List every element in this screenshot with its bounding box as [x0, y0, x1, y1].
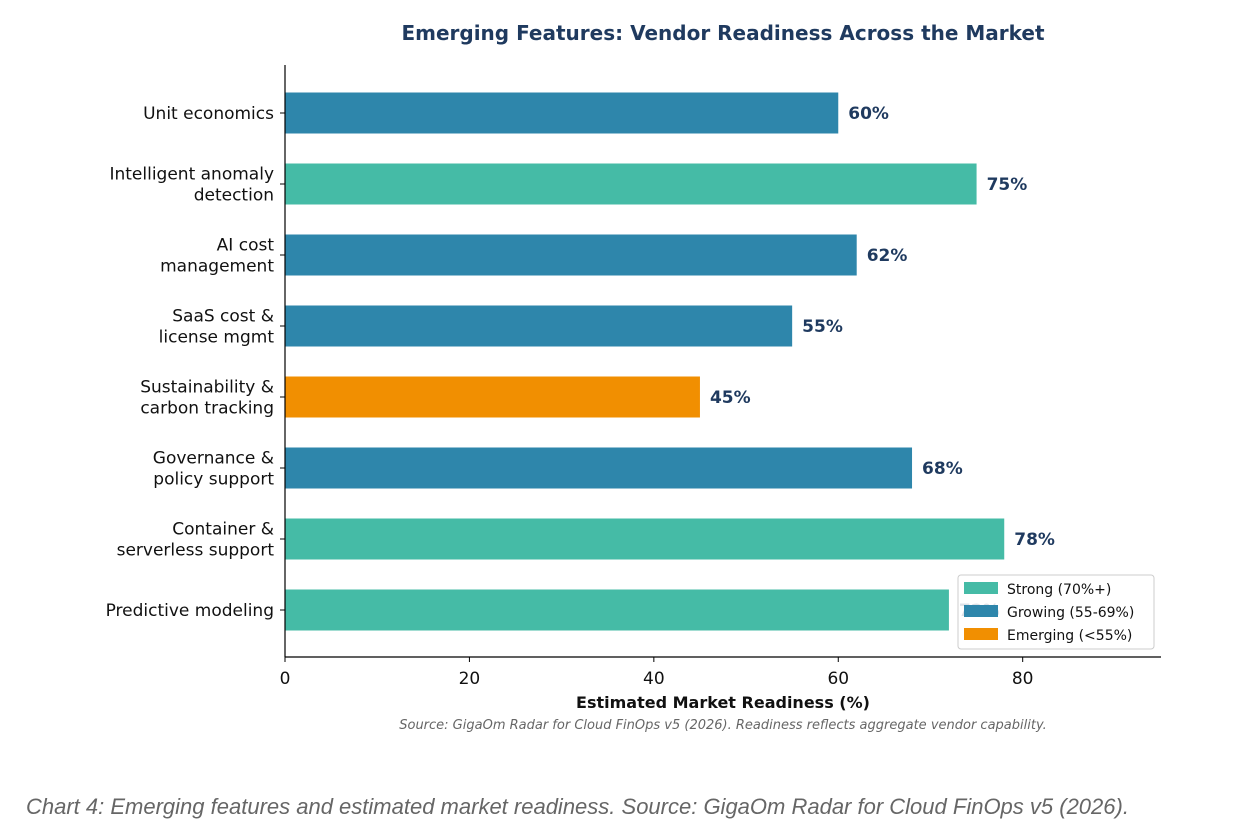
figure-caption: Chart 4: Emerging features and estimated…: [26, 794, 1129, 819]
x-tick-label: 40: [643, 669, 665, 689]
data-label: 45%: [710, 388, 751, 408]
chart-title: Emerging Features: Vendor Readiness Acro…: [401, 21, 1045, 45]
bar: [285, 589, 949, 631]
bar: [285, 305, 793, 347]
source-note: Source: GigaOm Radar for Cloud FinOps v5…: [399, 718, 1047, 733]
y-tick-label: SaaS cost & license mgmt: [159, 307, 275, 348]
legend-label: Emerging (<55%): [1007, 628, 1132, 644]
y-tick-label: Container & serverless support: [117, 520, 275, 561]
y-tick-label: Unit economics: [143, 104, 274, 124]
y-tick-label: AI cost management: [160, 236, 274, 277]
bar: [285, 447, 913, 489]
bar: [285, 234, 857, 276]
y-tick-label: Governance & policy support: [153, 449, 275, 490]
x-tick-label: 20: [459, 669, 481, 689]
legend-label: Strong (70%+): [1007, 582, 1111, 598]
bar: [285, 163, 977, 205]
x-tick-label: 80: [1012, 669, 1034, 689]
legend: [957, 574, 1155, 650]
data-label: 68%: [922, 459, 963, 479]
bar: [285, 92, 839, 134]
x-tick-label: 60: [827, 669, 849, 689]
y-tick-label: Sustainability & carbon tracking: [140, 378, 274, 419]
data-label: 75%: [987, 175, 1028, 195]
legend-swatch: [964, 582, 998, 594]
x-tick-label: 0: [280, 669, 291, 689]
bar: [285, 376, 700, 418]
x-axis-label: Estimated Market Readiness (%): [576, 693, 870, 712]
data-label: 60%: [848, 104, 889, 124]
data-label: 62%: [867, 246, 908, 266]
data-label: 55%: [802, 317, 843, 337]
y-tick-label: Intelligent anomaly detection: [109, 165, 274, 206]
bar-chart: Emerging Features: Vendor Readiness Acro…: [106, 21, 1161, 733]
bar: [285, 518, 1005, 560]
legend-swatch: [964, 605, 998, 617]
data-label: 78%: [1014, 530, 1055, 550]
legend-label: Growing (55-69%): [1007, 605, 1134, 621]
legend-swatch: [964, 628, 998, 640]
y-tick-label: Predictive modeling: [106, 601, 274, 621]
